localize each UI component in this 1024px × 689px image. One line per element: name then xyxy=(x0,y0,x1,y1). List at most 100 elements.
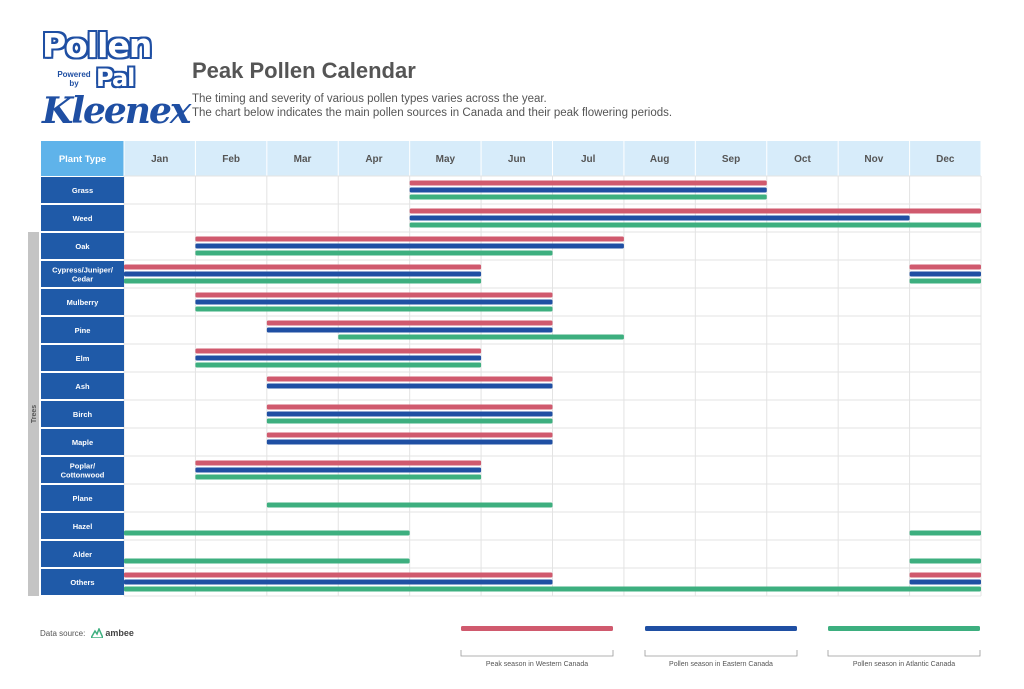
bar-atlantic xyxy=(195,474,482,480)
month-label-jan: Jan xyxy=(151,154,168,165)
bar-atlantic xyxy=(124,558,410,564)
bar-west xyxy=(195,236,624,242)
plant-label-bg xyxy=(41,541,124,567)
bar-west xyxy=(909,572,981,578)
data-source: Data source: ambee xyxy=(40,628,134,638)
bar-west xyxy=(195,348,482,354)
trees-group-bar xyxy=(28,232,39,596)
legend-swatch-east xyxy=(645,626,797,631)
month-label-dec: Dec xyxy=(936,154,955,165)
plant-type-header: Plant Type xyxy=(59,154,106,165)
legend-swatch-atlantic xyxy=(828,626,980,631)
month-label-sep: Sep xyxy=(722,154,740,165)
plant-label-2-0: Oak xyxy=(75,242,90,251)
plant-label-bg xyxy=(41,233,124,259)
bar-west xyxy=(195,292,553,298)
bar-atlantic xyxy=(409,194,767,200)
plant-label-6-0: Elm xyxy=(76,354,90,363)
plant-label-bg xyxy=(41,429,124,455)
bar-west xyxy=(124,572,553,578)
bar-atlantic xyxy=(909,278,981,284)
bar-atlantic xyxy=(266,502,553,508)
bar-west xyxy=(266,432,553,438)
plant-label-1-0: Weed xyxy=(73,214,93,223)
plant-label-bg xyxy=(41,289,124,315)
month-label-may: May xyxy=(436,154,456,165)
legend-label-atlantic: Pollen season in Atlantic Canada xyxy=(853,661,955,668)
legend-swatch-west xyxy=(461,626,613,631)
bar-east xyxy=(266,439,553,445)
bar-atlantic xyxy=(124,586,981,592)
bar-west xyxy=(409,180,767,186)
bar-atlantic xyxy=(124,530,410,536)
plant-type-header-bg xyxy=(41,141,124,176)
plant-label-bg xyxy=(41,177,124,203)
plant-label-bg xyxy=(41,401,124,427)
logo-word-pal: Pal xyxy=(96,64,135,92)
bar-atlantic xyxy=(266,418,553,424)
legend-label-east: Pollen season in Eastern Canada xyxy=(669,661,773,668)
logo-kleenex: Kleenex xyxy=(42,90,191,132)
bar-atlantic xyxy=(909,558,981,564)
plant-label-bg xyxy=(41,513,124,539)
bar-atlantic xyxy=(338,334,624,340)
bar-east xyxy=(266,383,553,389)
data-source-name: ambee xyxy=(105,628,134,638)
logo-powered-by: Powered by xyxy=(57,70,91,88)
legend-bracket-atlantic xyxy=(827,650,981,657)
plant-label-12-0: Hazel xyxy=(73,522,93,531)
month-label-jul: Jul xyxy=(581,154,596,165)
bar-atlantic xyxy=(409,222,982,228)
plant-label-13-0: Alder xyxy=(73,550,92,559)
plant-label-4-0: Mulberry xyxy=(67,298,100,307)
plant-label-bg xyxy=(41,569,124,595)
month-label-nov: Nov xyxy=(864,154,883,165)
month-label-oct: Oct xyxy=(794,154,811,165)
ambee-mountain-icon xyxy=(91,628,104,638)
bar-west xyxy=(266,404,553,410)
month-label-feb: Feb xyxy=(222,154,240,165)
plant-label-9-0: Maple xyxy=(72,438,93,447)
bar-east xyxy=(909,579,981,585)
pollen-pal-logo: Pollen Powered by Pal Kleenex xyxy=(40,26,191,132)
plant-label-10-0: Poplar/ xyxy=(70,462,96,471)
bar-east xyxy=(409,187,767,193)
header-row-bg xyxy=(41,141,981,176)
bar-atlantic xyxy=(195,306,553,312)
bar-east xyxy=(909,271,981,277)
bar-east xyxy=(195,355,482,361)
legend-bracket-east xyxy=(644,650,798,657)
data-source-label: Data source: xyxy=(40,628,86,638)
plant-label-10-1: Cottonwood xyxy=(61,471,105,480)
plant-label-3-0: Cypress/Juniper/ xyxy=(52,266,114,275)
bar-east xyxy=(195,299,553,305)
month-label-jun: Jun xyxy=(508,154,526,165)
plant-label-7-0: Ash xyxy=(75,382,90,391)
bar-west xyxy=(266,376,553,382)
bar-east xyxy=(409,215,910,221)
plant-label-14-0: Others xyxy=(70,578,94,587)
plant-label-bg xyxy=(41,345,124,371)
bar-west xyxy=(409,208,982,214)
subtitle-line-1: The timing and severity of various polle… xyxy=(192,93,547,105)
bar-west xyxy=(124,264,482,270)
bar-east xyxy=(195,243,624,249)
bar-west xyxy=(909,264,981,270)
plant-label-8-0: Birch xyxy=(73,410,93,419)
legend-bracket-west xyxy=(460,650,614,657)
plant-label-3-1: Cedar xyxy=(72,275,93,284)
plant-label-bg xyxy=(41,457,124,483)
plant-label-5-0: Pine xyxy=(75,326,91,335)
trees-group-label: Trees xyxy=(31,405,38,423)
bar-east xyxy=(195,467,482,473)
ambee-logo: ambee xyxy=(91,628,134,638)
bar-east xyxy=(266,327,553,333)
page-title: Peak Pollen Calendar xyxy=(192,58,416,83)
bar-atlantic xyxy=(195,250,553,256)
bar-atlantic xyxy=(124,278,482,284)
plant-label-bg xyxy=(41,205,124,231)
plant-label-bg xyxy=(41,373,124,399)
bar-west xyxy=(266,320,553,326)
subtitle-line-2: The chart below indicates the main polle… xyxy=(192,107,673,119)
month-label-mar: Mar xyxy=(294,154,312,165)
